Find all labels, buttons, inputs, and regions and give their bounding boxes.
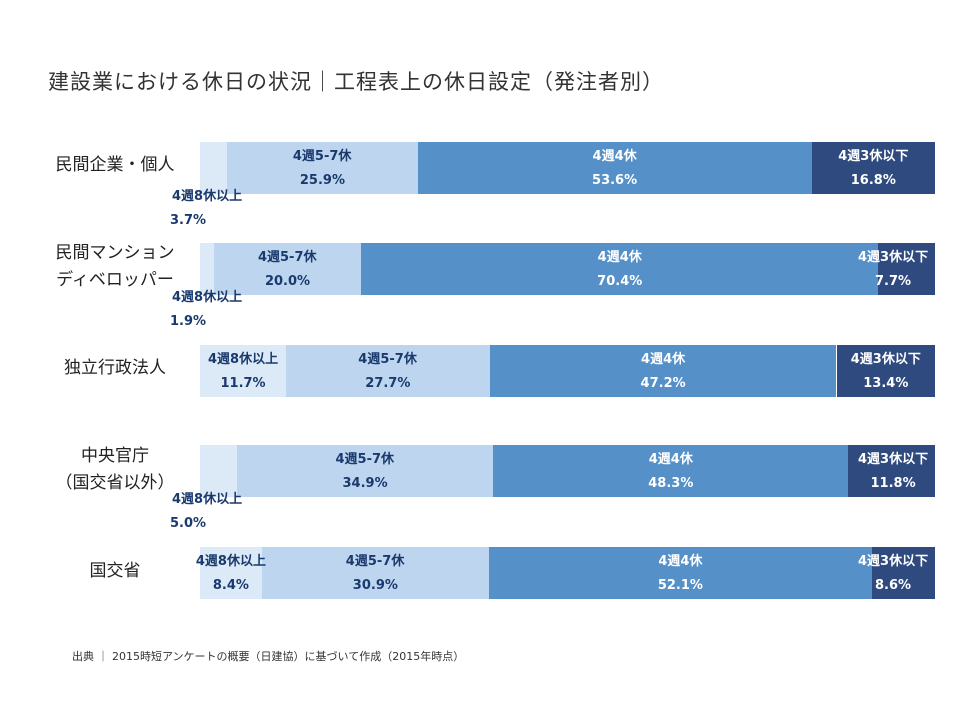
series-name-label: 4週8休以上 xyxy=(195,554,266,569)
bar-segment-4 xyxy=(488,547,872,599)
bar-segment-5-7 xyxy=(285,345,490,397)
bar-segment-8-plus xyxy=(200,142,228,194)
series-name-label: 4週3休以下 xyxy=(838,149,909,164)
data-value-label: 25.9% xyxy=(299,173,345,188)
series-name-label: 4週8休以上 xyxy=(172,492,243,507)
data-value-label: 30.9% xyxy=(352,578,398,593)
series-name-label: 4週4休 xyxy=(592,149,637,164)
series-name-label: 4週8休以上 xyxy=(207,352,279,367)
category-label: ディベロッパー xyxy=(56,270,174,290)
data-value-label: 20.0% xyxy=(264,274,311,289)
category-label: 民間マンション xyxy=(55,243,175,263)
data-value-label: 1.9% xyxy=(170,314,207,329)
data-value-label: 8.6% xyxy=(875,578,912,593)
bar-segment-3-or-less xyxy=(848,445,935,497)
bar-segment-3-or-less xyxy=(836,345,935,397)
data-value-label: 34.9% xyxy=(342,476,388,491)
bar-segment-4 xyxy=(360,243,879,295)
data-value-label: 16.8% xyxy=(850,173,896,188)
data-value-label: 7.7% xyxy=(875,274,912,289)
bar-segment-4 xyxy=(493,445,849,497)
bar-segment-3-or-less xyxy=(878,243,935,295)
bar-segment-4 xyxy=(417,142,812,194)
category-label: 国交省 xyxy=(89,561,141,581)
bar-segment-8-plus xyxy=(200,243,214,295)
series-name-label: 4週3休以下 xyxy=(850,352,921,367)
data-value-label: 53.6% xyxy=(592,173,638,188)
chart-title: 建設業における休日の状況｜工程表上の休日設定（発注者別） xyxy=(48,70,664,94)
bar-row xyxy=(200,345,935,397)
bar-segment-8-plus xyxy=(200,445,237,497)
data-value-label: 52.1% xyxy=(657,578,703,593)
data-value-label: 5.0% xyxy=(170,516,207,531)
source-note: 出典 ｜ 2015時短アンケートの概要（日建協）に基づいて作成（2015年時点） xyxy=(72,650,465,663)
series-name-label: 4週4休 xyxy=(658,554,703,569)
bar-segment-8-plus xyxy=(200,547,262,599)
bar-segment-3-or-less xyxy=(811,142,935,194)
series-name-label: 4週8休以上 xyxy=(172,189,243,204)
series-name-label: 4週5-7休 xyxy=(335,452,395,467)
category-label: 独立行政法人 xyxy=(64,358,166,378)
series-name-label: 4週3休以下 xyxy=(858,452,929,467)
bar-row xyxy=(200,142,935,194)
series-name-label: 4週5-7休 xyxy=(257,250,317,265)
data-value-label: 11.7% xyxy=(220,376,266,391)
series-name-label: 4週4休 xyxy=(597,250,642,265)
data-value-label: 11.8% xyxy=(870,476,916,491)
series-name-label: 4週4休 xyxy=(648,452,693,467)
bar-segment-5-7 xyxy=(261,547,489,599)
data-value-label: 70.4% xyxy=(597,274,643,289)
series-name-label: 4週5-7休 xyxy=(292,149,352,164)
series-name-label: 4週8休以上 xyxy=(172,290,243,305)
bar-segment-4 xyxy=(489,345,837,397)
category-label: （国交省以外） xyxy=(55,473,175,493)
data-value-label: 47.2% xyxy=(640,376,686,391)
series-name-label: 4週4休 xyxy=(641,352,686,367)
series-name-label: 4週3休以下 xyxy=(858,250,929,265)
bar-row xyxy=(200,547,935,599)
bar-segment-8-plus xyxy=(200,345,286,397)
bar-segment-5-7 xyxy=(227,142,418,194)
bar-row xyxy=(200,445,935,497)
series-name-label: 4週5-7休 xyxy=(358,352,417,367)
bar-segment-5-7 xyxy=(213,243,361,295)
data-value-label: 48.3% xyxy=(648,476,694,491)
series-name-label: 4週3休以下 xyxy=(858,554,929,569)
data-value-label: 13.4% xyxy=(863,376,909,391)
category-label: 中央官庁 xyxy=(81,446,149,466)
data-value-label: 3.7% xyxy=(170,213,207,228)
bar-row xyxy=(200,243,935,295)
bar-segment-3-or-less xyxy=(871,547,935,599)
category-label: 民間企業・個人 xyxy=(55,155,175,175)
bar-segment-5-7 xyxy=(236,445,494,497)
data-value-label: 8.4% xyxy=(212,578,249,593)
series-name-label: 4週5-7休 xyxy=(345,554,405,569)
data-value-label: 27.7% xyxy=(365,376,411,391)
